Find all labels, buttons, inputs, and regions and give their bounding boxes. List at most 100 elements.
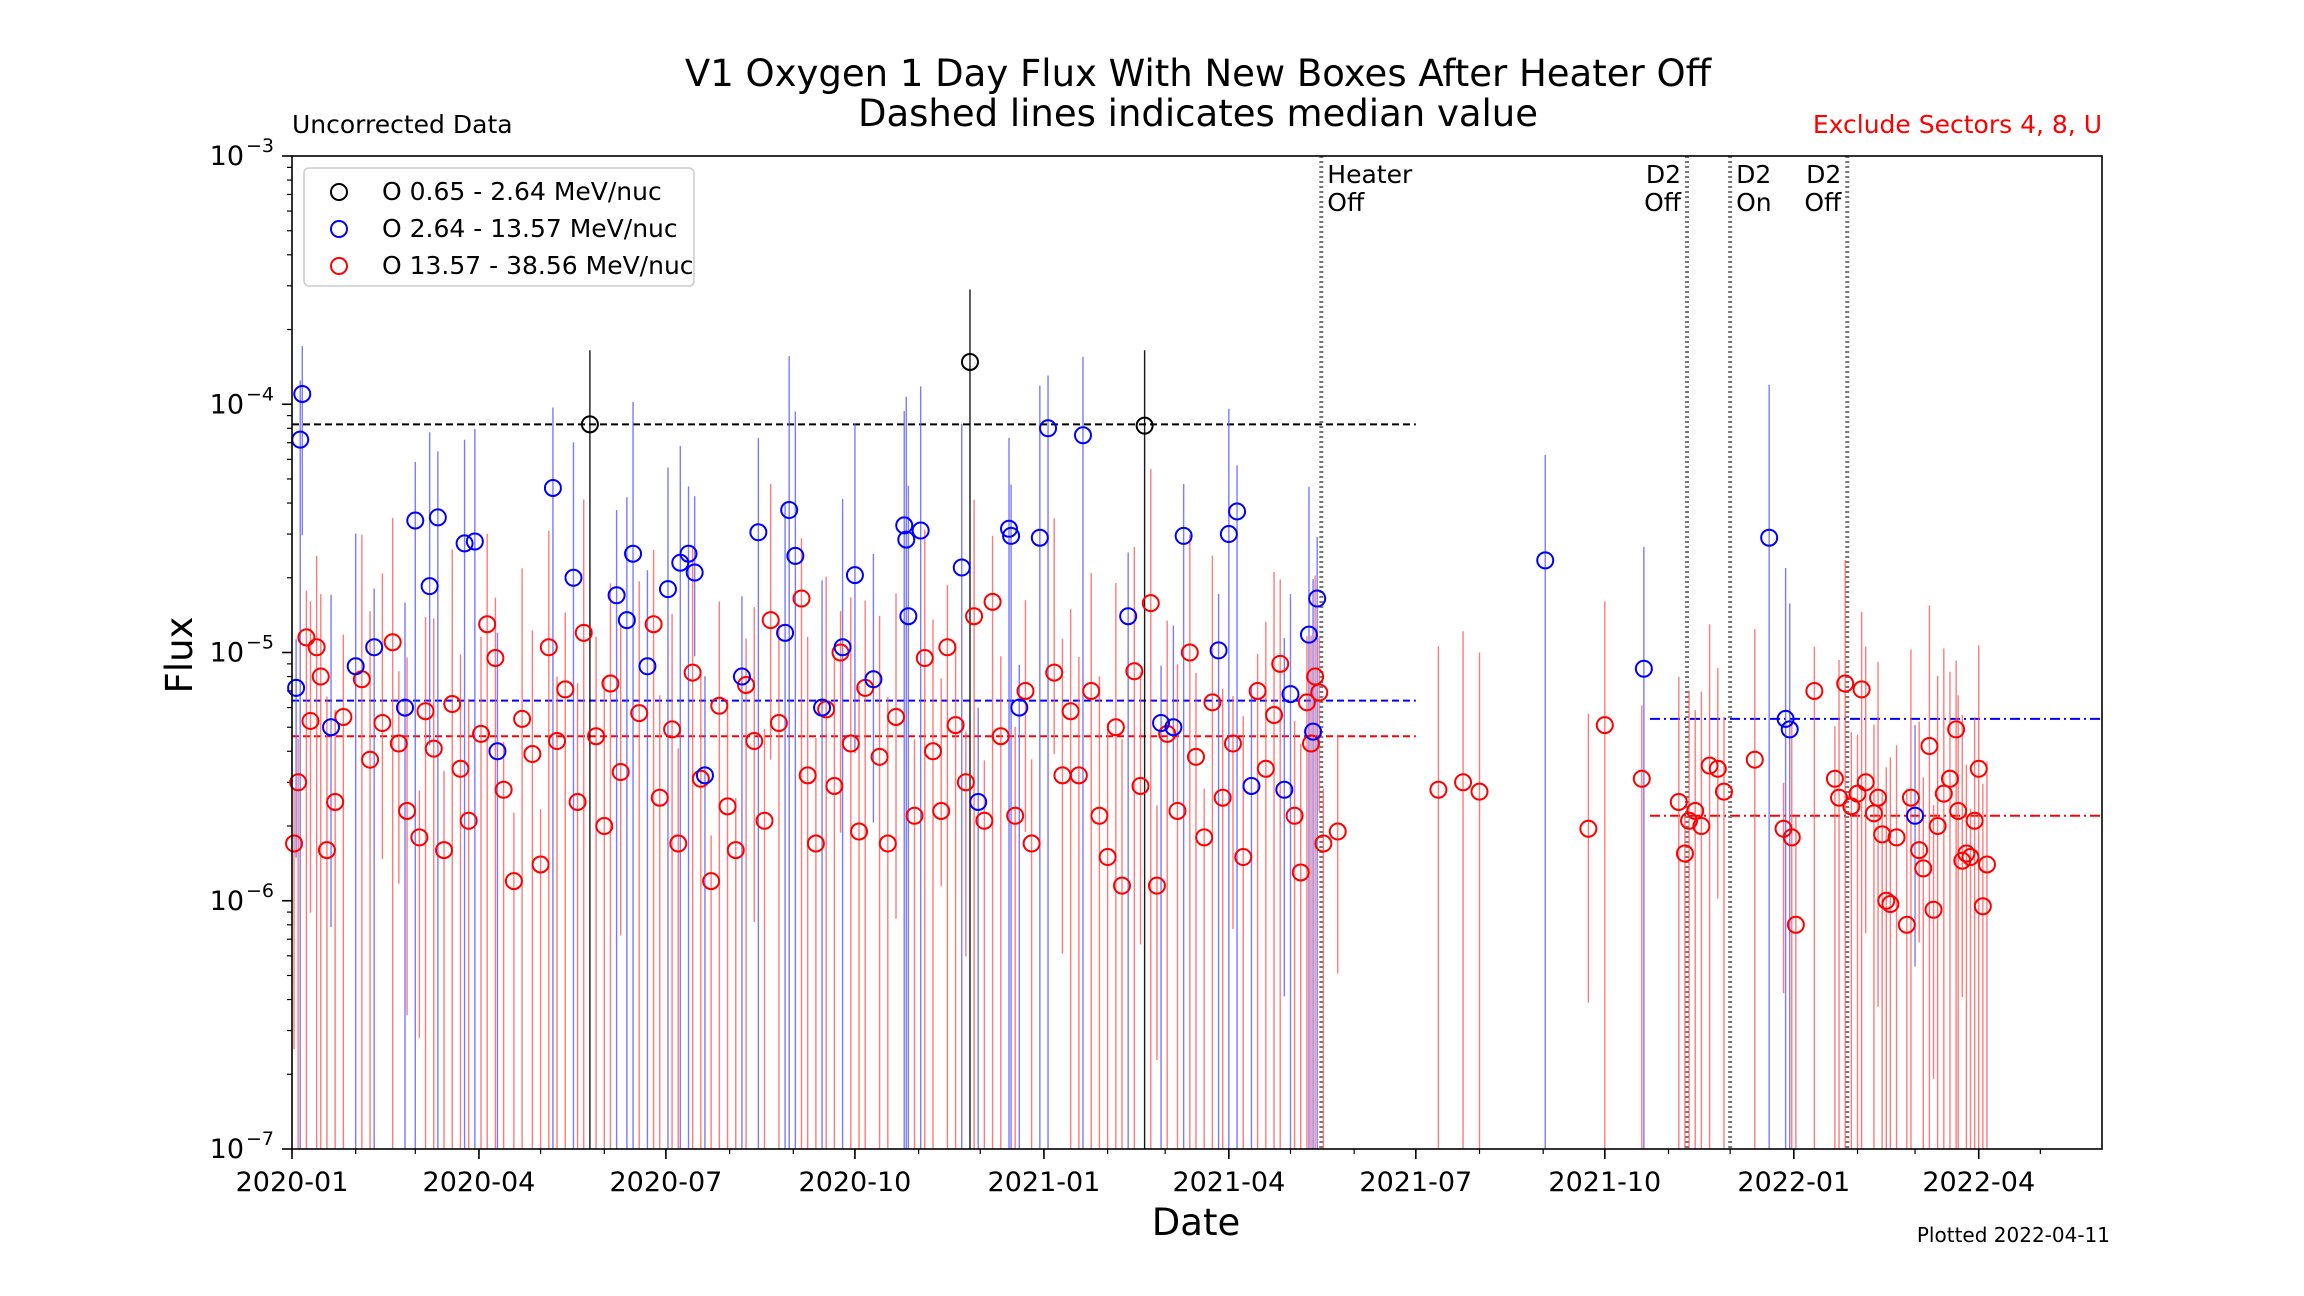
data-point-s2-75 [975, 811, 994, 830]
data-point-s2-147 [1897, 915, 1916, 934]
plot-frame [291, 155, 2103, 1150]
data-point-s2-8 [334, 707, 353, 726]
legend-marker-1 [330, 220, 348, 238]
data-point-s2-153 [1928, 817, 1947, 836]
y-tick-exponent-0: −7 [246, 1128, 274, 1150]
data-point-s2-33 [568, 792, 587, 811]
legend-marker-0 [330, 183, 348, 201]
data-point-s2-140 [1856, 773, 1875, 792]
data-point-s2-139 [1852, 680, 1871, 699]
data-point-s2-5 [311, 667, 330, 686]
data-point-s2-148 [1901, 788, 1920, 807]
data-point-s1-6 [395, 698, 414, 717]
data-point-s1-51 [1228, 502, 1247, 521]
data-point-s2-18 [435, 841, 454, 860]
data-point-s2-104 [1256, 759, 1275, 778]
data-point-s1-36 [911, 521, 930, 540]
data-point-s1-52 [1242, 776, 1261, 795]
data-point-s2-156 [1947, 720, 1966, 739]
data-point-s2-113 [1314, 834, 1333, 853]
data-point-s2-6 [317, 841, 336, 860]
data-point-s2-85 [1082, 681, 1101, 700]
event-label-3-line2: Off [1804, 188, 1842, 217]
data-point-s2-50 [737, 675, 756, 694]
data-point-s1-23 [695, 766, 714, 785]
data-point-s2-55 [792, 589, 811, 608]
data-point-s1-56 [1304, 722, 1323, 741]
data-point-s2-105 [1265, 706, 1284, 725]
data-point-s2-47 [710, 696, 729, 715]
data-point-s2-163 [1973, 897, 1992, 916]
data-point-s2-17 [424, 739, 443, 758]
data-point-s1-33 [895, 516, 914, 535]
data-point-s2-48 [718, 797, 737, 816]
data-point-s1-49 [1209, 641, 1228, 660]
data-point-s2-100 [1213, 788, 1232, 807]
data-point-s0-0 [580, 415, 599, 434]
data-point-s2-54 [769, 714, 788, 733]
legend-label-0: O 0.65 - 2.64 MeV/nuc [382, 177, 662, 206]
data-point-s1-39 [1000, 519, 1019, 538]
data-point-s2-97 [1186, 747, 1205, 766]
data-point-s2-56 [798, 766, 817, 785]
data-point-s2-122 [1675, 844, 1694, 863]
data-point-s2-74 [965, 607, 984, 626]
data-point-s1-0 [287, 678, 306, 697]
data-point-s1-59 [1634, 659, 1653, 678]
data-point-s2-22 [472, 724, 491, 743]
data-point-s2-42 [663, 720, 682, 739]
uncorrected-data-label: Uncorrected Data [292, 110, 513, 139]
data-point-s1-42 [1030, 528, 1049, 547]
data-point-s2-132 [1786, 915, 1805, 934]
data-point-s2-94 [1158, 724, 1177, 743]
event-label-0-line2: Off [1327, 188, 1365, 217]
data-points [285, 352, 1996, 934]
data-point-s1-17 [624, 544, 643, 563]
data-point-s1-46 [1152, 714, 1171, 733]
data-point-s0-1 [960, 352, 979, 371]
y-tick-label-2: 10 [210, 638, 244, 669]
data-point-s2-3 [301, 711, 320, 730]
data-point-s2-95 [1168, 801, 1187, 820]
data-point-s1-32 [864, 670, 883, 689]
data-point-s2-35 [587, 727, 606, 746]
data-point-s2-125 [1692, 817, 1711, 836]
data-point-s1-19 [658, 580, 677, 599]
data-point-s2-118 [1579, 819, 1598, 838]
data-point-s2-21 [459, 811, 478, 830]
data-point-s1-15 [607, 586, 626, 605]
x-axis-label: Date [1152, 1201, 1240, 1244]
data-point-s2-81 [1045, 663, 1064, 682]
data-point-s2-117 [1470, 782, 1489, 801]
data-point-s2-110 [1302, 734, 1321, 753]
data-point-s2-67 [905, 806, 924, 825]
data-point-s1-63 [1906, 806, 1925, 825]
data-point-s2-19 [443, 695, 462, 714]
data-point-s2-164 [1977, 855, 1996, 874]
data-point-s2-116 [1454, 773, 1473, 792]
data-point-s2-57 [806, 834, 825, 853]
data-point-s2-115 [1429, 780, 1448, 799]
data-point-s2-14 [398, 801, 417, 820]
y-tick-exponent-4: −3 [246, 135, 274, 157]
x-tick-label-9: 2022-04 [1922, 1167, 2035, 1198]
event-label-2-line2: On [1736, 188, 1772, 217]
data-point-s1-22 [685, 563, 704, 582]
data-point-s1-28 [776, 623, 795, 642]
data-point-s1-21 [679, 544, 698, 563]
data-point-s1-5 [365, 638, 384, 657]
data-point-s2-73 [956, 773, 975, 792]
y-tick-exponent-3: −4 [246, 383, 274, 405]
data-point-s1-16 [617, 611, 636, 630]
data-point-s2-160 [1961, 848, 1980, 867]
data-point-s2-144 [1877, 891, 1896, 910]
data-point-s2-2 [297, 628, 316, 647]
data-point-s2-53 [761, 611, 780, 630]
data-point-s1-43 [1039, 419, 1058, 438]
data-point-s1-18 [638, 657, 657, 676]
data-point-s2-89 [1113, 876, 1132, 895]
data-point-s2-41 [650, 788, 669, 807]
data-point-s2-38 [611, 763, 630, 782]
